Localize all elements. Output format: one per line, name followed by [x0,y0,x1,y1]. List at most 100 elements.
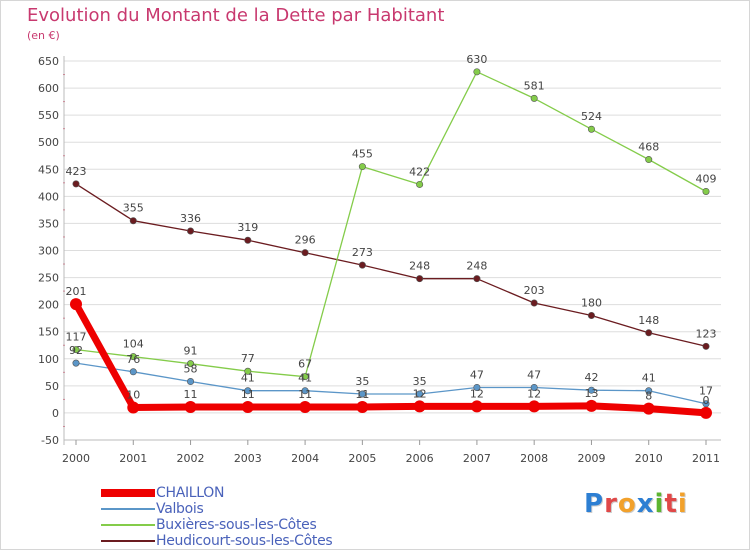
data-point-heudicourt-sous-les-c-tes [416,275,424,283]
data-point-heudicourt-sous-les-c-tes [244,236,252,244]
x-tick-label: 2011 [692,452,720,465]
data-point-heudicourt-sous-les-c-tes [645,329,653,337]
y-tick-label: -50 [41,434,59,447]
legend-swatch-valbois [101,501,155,517]
data-point-buxi-res-sous-les-c-tes [473,68,481,76]
data-label-chaillon: 13 [584,387,598,400]
unit-label: (en €) [27,29,60,42]
data-label-buxi-res-sous-les-c-tes: 91 [184,345,198,358]
data-label-chaillon: 0 [703,394,710,407]
legend-swatch-chaillon [101,485,155,501]
legend-label-heudicourt: Heudicourt-sous-les-Côtes [156,533,333,549]
legend-item-buxieres: Buxières-sous-les-Côtes [101,517,361,533]
x-tick-label: 2004 [291,452,319,465]
data-label-buxi-res-sous-les-c-tes: 468 [638,141,659,154]
data-point-heudicourt-sous-les-c-tes [473,275,481,283]
data-label-chaillon: 11 [355,388,369,401]
data-label-chaillon: 12 [527,387,541,400]
data-label-heudicourt-sous-les-c-tes: 423 [66,165,87,178]
data-point-heudicourt-sous-les-c-tes [587,311,595,319]
data-label-valbois: 47 [470,368,484,381]
data-point-chaillon [470,400,483,413]
data-label-chaillon: 10 [126,389,140,402]
data-label-valbois: 17 [699,385,713,398]
data-point-buxi-res-sous-les-c-tes [358,163,366,171]
data-label-valbois: 41 [241,372,255,385]
data-point-chaillon [299,400,312,413]
data-point-heudicourt-sous-les-c-tes [72,180,80,188]
x-tick-label: 2009 [577,452,605,465]
legend-label-valbois: Valbois [156,501,204,517]
data-point-chaillon [413,400,426,413]
legend-label-buxieres: Buxières-sous-les-Côtes [156,517,317,533]
data-point-heudicourt-sous-les-c-tes [358,261,366,269]
data-point-chaillon [356,400,369,413]
series-line-heudicourt-sous-les-c-tes [75,183,707,347]
data-label-buxi-res-sous-les-c-tes: 409 [696,172,717,185]
y-tick-label: 0 [52,407,59,420]
legend-label-chaillon: CHAILLON [156,485,225,501]
data-point-chaillon [642,402,655,415]
data-point-chaillon [127,401,140,414]
data-label-heudicourt-sous-les-c-tes: 248 [409,260,430,273]
series-lines [72,71,710,417]
data-label-heudicourt-sous-les-c-tes: 319 [237,221,258,234]
data-point-valbois [187,378,195,386]
y-tick-label: 650 [38,55,59,68]
data-label-buxi-res-sous-les-c-tes: 104 [123,338,144,351]
data-point-heudicourt-sous-les-c-tes [702,342,710,350]
data-label-buxi-res-sous-les-c-tes: 524 [581,110,602,123]
data-label-valbois: 41 [642,372,656,385]
x-tick-label: 2007 [463,452,491,465]
data-point-chaillon [585,399,598,412]
data-label-valbois: 58 [184,363,198,376]
proxiti-logo: Proxiti [584,489,688,519]
data-point-valbois [244,387,252,395]
x-tick-label: 2001 [119,452,147,465]
data-label-valbois: 76 [126,353,140,366]
data-point-heudicourt-sous-les-c-tes [530,299,538,307]
y-tick-label: 150 [38,326,59,339]
x-tick-label: 2003 [234,452,262,465]
legend-swatch-buxieres [101,517,155,533]
data-label-heudicourt-sous-les-c-tes: 180 [581,296,602,309]
chart-title: Evolution du Montant de la Dette par Hab… [27,5,445,26]
data-point-buxi-res-sous-les-c-tes [187,360,195,368]
data-label-valbois: 35 [355,375,369,388]
data-point-valbois [358,390,366,398]
axes: -500501001502002503003504004505005506006… [38,55,721,465]
data-label-buxi-res-sous-les-c-tes: 422 [409,165,430,178]
legend-swatch-heudicourt [101,533,155,549]
data-label-chaillon: 11 [184,388,198,401]
data-label-heudicourt-sous-les-c-tes: 148 [638,314,659,327]
data-label-buxi-res-sous-les-c-tes: 581 [524,79,545,92]
data-point-heudicourt-sous-les-c-tes [129,217,137,225]
data-label-heudicourt-sous-les-c-tes: 355 [123,202,144,215]
data-label-chaillon: 12 [470,387,484,400]
data-point-chaillon [241,400,254,413]
x-tick-label: 2005 [348,452,376,465]
y-tick-label: 350 [38,217,59,230]
data-points [70,68,712,419]
data-label-heudicourt-sous-les-c-tes: 203 [524,284,545,297]
data-point-buxi-res-sous-les-c-tes [129,353,137,361]
data-point-buxi-res-sous-les-c-tes [645,156,653,164]
data-point-buxi-res-sous-les-c-tes [530,94,538,102]
data-label-chaillon: 8 [645,390,652,403]
y-tick-label: 100 [38,353,59,366]
x-tick-label: 2006 [406,452,434,465]
data-label-heudicourt-sous-les-c-tes: 123 [696,327,717,340]
y-tick-label: 200 [38,299,59,312]
data-label-chaillon: 11 [241,388,255,401]
data-point-valbois [416,390,424,398]
legend-item-valbois: Valbois [101,501,361,517]
data-label-heudicourt-sous-les-c-tes: 296 [295,234,316,247]
data-point-buxi-res-sous-les-c-tes [587,125,595,133]
data-label-valbois: 41 [298,372,312,385]
x-tick-label: 2000 [62,452,90,465]
data-point-buxi-res-sous-les-c-tes [416,180,424,188]
data-label-buxi-res-sous-les-c-tes: 67 [298,358,312,371]
x-tick-label: 2008 [520,452,548,465]
legend-item-chaillon: CHAILLON [101,485,361,501]
